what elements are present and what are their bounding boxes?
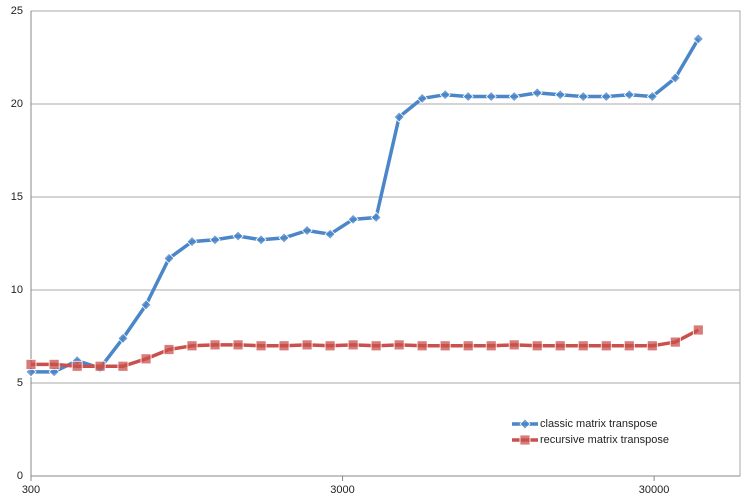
x-tick-label: 3000 — [330, 484, 354, 496]
legend-label: recursive matrix transpose — [540, 434, 669, 446]
data-point — [623, 340, 635, 352]
data-point — [646, 340, 658, 352]
data-point — [370, 211, 382, 224]
data-point — [554, 340, 566, 352]
data-point — [209, 339, 221, 351]
data-point — [324, 340, 336, 352]
data-point — [278, 340, 290, 352]
data-point — [94, 360, 106, 372]
data-point — [163, 252, 175, 264]
data-point — [117, 360, 129, 372]
data-point — [186, 340, 198, 352]
data-point — [439, 89, 451, 101]
series-line — [31, 38, 700, 374]
data-point — [669, 72, 681, 84]
data-point — [462, 340, 474, 352]
legend-label: classic matrix transpose — [540, 418, 657, 430]
y-tick-label: 5 — [17, 377, 23, 389]
data-point — [646, 90, 658, 103]
data-point — [140, 299, 152, 311]
data-point — [416, 340, 428, 352]
data-point — [393, 111, 405, 123]
data-point — [439, 340, 451, 352]
data-point — [140, 353, 152, 365]
data-point — [692, 324, 704, 336]
data-point — [232, 230, 244, 242]
data-point — [600, 340, 612, 352]
data-point — [232, 339, 244, 351]
data-point — [692, 33, 704, 45]
data-point — [531, 87, 543, 99]
legend-marker — [519, 418, 531, 430]
data-point — [393, 339, 405, 351]
plot-area — [30, 10, 741, 477]
data-point — [324, 228, 336, 240]
data-point — [301, 339, 313, 351]
data-point — [508, 90, 520, 103]
series-line — [31, 328, 700, 369]
data-point — [485, 340, 497, 352]
data-point — [117, 332, 129, 344]
data-point — [508, 339, 520, 351]
x-tick-label: 30000 — [639, 484, 670, 496]
data-point — [278, 232, 290, 244]
data-point — [163, 344, 175, 355]
data-point — [301, 224, 313, 237]
x-tick-label: 300 — [22, 484, 40, 496]
data-point — [347, 339, 359, 351]
y-tick-label: 0 — [17, 470, 23, 482]
data-point — [462, 90, 474, 103]
data-point — [71, 360, 83, 372]
y-tick-label: 10 — [11, 284, 23, 296]
y-tick-label: 15 — [11, 191, 23, 203]
data-point — [48, 358, 60, 370]
data-point — [577, 90, 589, 103]
data-point — [209, 234, 221, 246]
data-point — [416, 92, 428, 104]
data-point — [370, 340, 382, 352]
data-point — [186, 236, 198, 248]
data-point — [255, 340, 267, 352]
data-point — [531, 340, 543, 352]
data-point — [577, 340, 589, 352]
y-tick-label: 20 — [11, 98, 23, 110]
y-tick-label: 25 — [11, 5, 23, 17]
data-point — [600, 90, 612, 103]
data-point — [255, 234, 267, 246]
data-point — [485, 90, 497, 103]
data-point — [623, 89, 635, 101]
data-point — [25, 358, 37, 370]
data-point — [554, 89, 566, 101]
data-point — [347, 213, 359, 225]
legend-marker — [519, 434, 531, 446]
data-point — [669, 336, 681, 348]
